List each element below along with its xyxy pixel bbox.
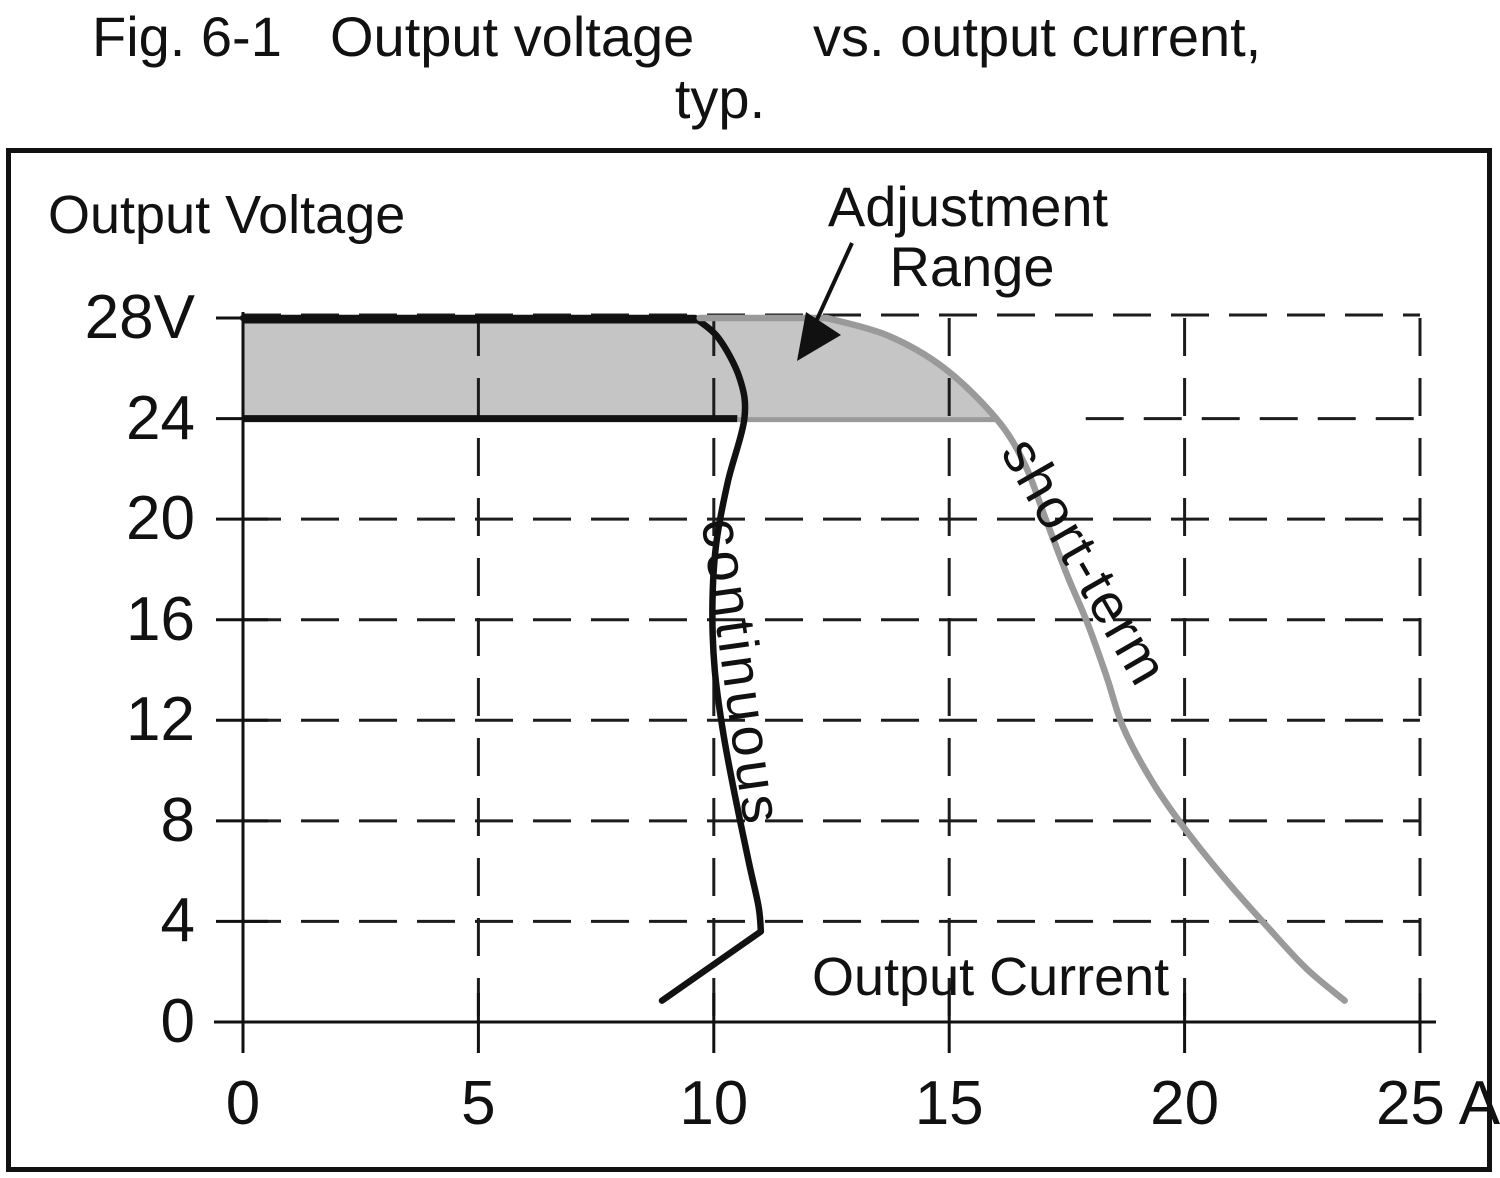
x-tick-label-10: 10 bbox=[679, 1069, 749, 1138]
y-tick-label-24: 24 bbox=[126, 383, 195, 453]
y-tick-label-0: 0 bbox=[160, 987, 195, 1056]
x-tick-label-25: 25 A bbox=[1375, 1069, 1500, 1138]
curve-continuous bbox=[239, 314, 765, 1004]
curve-short-term bbox=[696, 314, 1348, 1004]
x-tick-label-0: 0 bbox=[225, 1069, 261, 1138]
y-tick-label-12: 12 bbox=[126, 685, 195, 755]
x-tick-label-20: 20 bbox=[1150, 1069, 1220, 1138]
figure-border bbox=[6, 148, 1492, 1172]
y-tick-label-4: 4 bbox=[160, 886, 195, 956]
y-tick-label-8: 8 bbox=[160, 785, 195, 855]
y-tick-label-16: 16 bbox=[126, 584, 195, 654]
title-part-1: Output voltage bbox=[330, 5, 695, 68]
adjustment-range-label-line2: Range bbox=[889, 235, 1055, 298]
gridlines bbox=[243, 313, 1422, 1022]
adjustment-arrow-line bbox=[812, 242, 854, 327]
y-tick-label-20: 20 bbox=[126, 484, 195, 554]
adjustment-arrow-head bbox=[797, 312, 841, 361]
x-tick-label-5: 5 bbox=[461, 1069, 496, 1138]
x-axis-title: Output Current bbox=[812, 947, 1170, 1007]
y-tick-label-28: 28V bbox=[84, 282, 195, 352]
title-line-2: typ. bbox=[674, 67, 766, 130]
figure-number: Fig. 6-1 bbox=[92, 5, 282, 68]
axis-ticks bbox=[216, 316, 1422, 1053]
title-part-2: vs. output current, bbox=[813, 5, 1262, 68]
adjustment-range-label-line1: Adjustment bbox=[827, 175, 1109, 238]
y-axis-title: Output Voltage bbox=[48, 185, 406, 245]
x-tick-label-15: 15 bbox=[914, 1069, 984, 1138]
